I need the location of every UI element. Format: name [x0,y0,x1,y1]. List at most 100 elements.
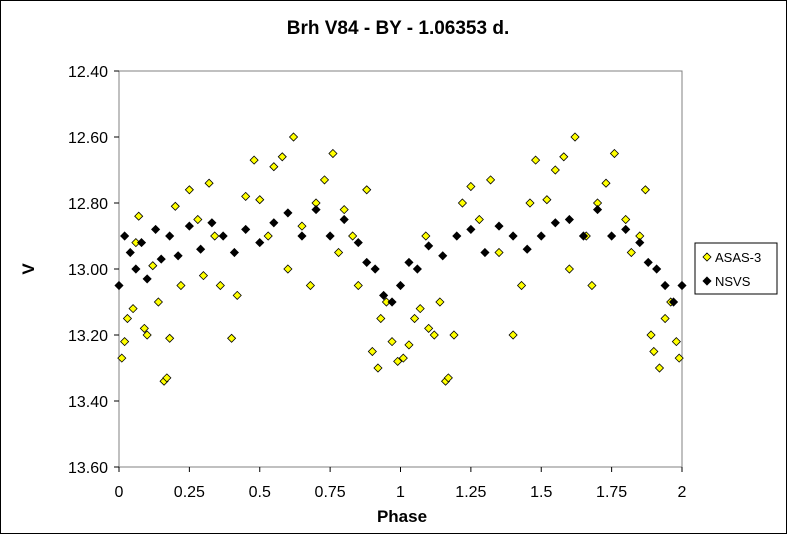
asas3-point [466,181,476,192]
asas3-point [626,247,636,258]
asas3-point [215,280,225,291]
asas3-point [424,323,434,333]
nsvs-point [412,264,422,274]
asas3-point [198,271,209,281]
nsvs-point [395,280,406,291]
nsvs-point [621,224,631,234]
asas3-point [654,363,665,373]
nsvs-point [564,214,574,225]
asas3-point [204,178,214,188]
nsvs-point [536,231,546,241]
nsvs-point [131,264,141,274]
asas3-point [269,162,279,172]
asas3-point [288,132,299,142]
y-tick-label: 13.40 [68,394,108,411]
asas3-point [587,280,597,291]
legend-box [694,242,778,295]
nsvs-point [196,244,206,254]
asas3-point [435,297,445,307]
legend-label-asas3: ASAS-3 [715,250,761,265]
asas3-point [525,198,535,208]
asas3-point [550,165,560,175]
nsvs-point [550,218,560,228]
asas3-point [255,195,265,205]
asas3-point [353,280,363,291]
nsvs-point [677,280,687,291]
asas3-point [334,247,344,258]
nsvs-point [607,231,617,241]
asas3-point [429,330,439,340]
asas3-point [457,198,467,208]
asas3-point [120,337,130,347]
asas3-point [165,333,175,343]
asas3-point [443,373,453,383]
asas3-point [153,297,163,307]
nsvs-point [142,274,152,284]
asas3-point [362,185,372,195]
chart-title: Brh V84 - BY - 1.06353 d. [287,18,509,39]
x-tick-label: 0 [115,484,124,501]
asas3-point [660,313,670,324]
asas3-point [609,148,620,159]
nsvs-point [114,280,124,291]
asas3-point [508,330,518,340]
nsvs-point [353,238,363,248]
asas3-point [542,195,552,205]
nsvs-point [370,264,380,274]
nsvs-point [184,221,194,231]
asas3-point [393,356,403,366]
y-tick-label: 13.60 [68,460,108,477]
asas3-point [449,330,459,340]
asas3-point [162,373,172,383]
nsvs-point [362,257,372,267]
nsvs-point [635,238,645,248]
nsvs-point [424,241,434,251]
legend-label-nsvs: NSVS [715,274,751,289]
asas3-point [263,231,273,241]
legend: ASAS-3 NSVS [694,242,778,295]
asas3-point [297,221,307,231]
nsvs-point [156,254,166,264]
nsvs-point [379,290,389,300]
asas3-point [184,185,194,195]
nsvs-point [218,231,228,241]
nsvs-point [668,297,679,307]
data-points [114,132,687,386]
asas3-point [621,214,631,225]
nsvs-point [241,224,251,234]
nsvs-point [297,231,307,241]
x-tick-label: 0.25 [174,484,205,501]
nsvs-point [120,231,130,241]
nsvs-point [283,208,293,218]
asas3-point [516,280,527,291]
asas3-point [564,264,574,274]
nsvs-point [325,231,335,241]
nsvs-point [136,238,147,248]
asas3-point [210,231,220,241]
nsvs-point [269,218,279,228]
asas3-point [376,313,386,324]
asas3-point [646,330,656,340]
nsvs-point [125,247,135,258]
x-tick-label: 1.5 [530,484,552,501]
asas3-point [404,340,414,350]
y-tick-label: 12.80 [68,196,108,213]
asas3-point [421,231,431,241]
nsvs-point [643,257,653,267]
nsvs-point [173,251,183,261]
asas3-point [570,132,580,142]
asas3-point [387,337,397,347]
asas3-point [494,247,504,258]
asas3-point [328,148,338,159]
legend-marker-nsvs [702,276,712,286]
asas3-point [283,264,293,274]
asas3-point [277,152,287,162]
asas3-point [139,323,149,333]
nsvs-point [494,221,504,231]
nsvs-point [452,231,462,241]
asas3-point [232,290,242,300]
y-axis-ticks: 12.40 12.60 12.80 13.00 13.20 13.40 13.60 [68,64,119,477]
asas3-point [531,155,541,165]
x-tick-label: 2 [678,484,687,501]
